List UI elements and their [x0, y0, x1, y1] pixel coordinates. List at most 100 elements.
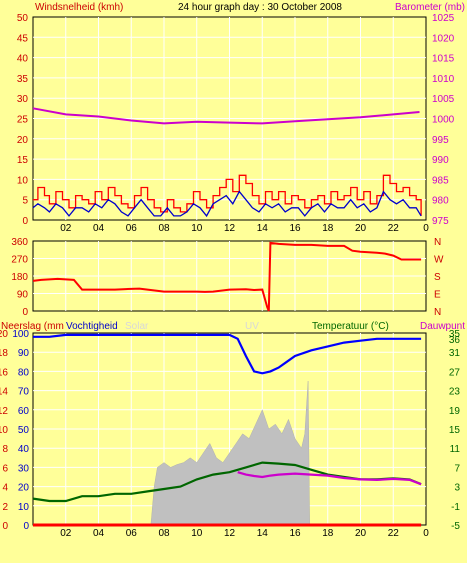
wind-y-tick-label: 30: [17, 94, 29, 105]
rain-y-tick-label: 4: [2, 483, 8, 494]
rain-y-tick-label: 14: [0, 387, 8, 398]
direction-y-tick-label: 270: [11, 255, 28, 266]
temperature-y-tick-label: 7: [454, 463, 460, 474]
direction-series: [32, 241, 422, 312]
barometer-y-tick-label: 1010: [432, 74, 455, 85]
compass-tick-label: E: [434, 290, 441, 301]
wind-y-ticks: 0 5 10 15 20 25 30 35 40 45 50: [17, 13, 29, 227]
temperature-y-tick-label: -1: [451, 502, 460, 513]
compass-tick-label: S: [434, 272, 441, 283]
x-tick-label: 22: [388, 223, 400, 234]
wind-x-ticks: 02 04 06 08 10 12 14 16 18 20 22 0: [60, 223, 429, 234]
temperature-x-ticks: 02 04 06 08 10 12 14 16 18 20 22 0: [60, 528, 429, 539]
rain-y-tick-label: 16: [0, 367, 8, 378]
solar-axis-label: Solar: [125, 321, 149, 332]
solar-area: [150, 380, 310, 526]
dewpoint-axis-label: Dauwpunt: [420, 321, 465, 332]
x-tick-label: 14: [257, 223, 269, 234]
x-tick-label: 08: [158, 528, 170, 539]
temperature-y-tick-label: 35: [449, 329, 461, 340]
direction-y-tick-label: 90: [17, 290, 29, 301]
temperature-y-tick-label: 11: [450, 444, 461, 455]
direction-y-tick-label: 180: [11, 272, 28, 283]
wind-axis-label: Windsnelheid (kmh): [35, 2, 123, 13]
humidity-y-tick-label: 10: [18, 502, 30, 513]
barometer-y-tick-label: 995: [432, 135, 449, 146]
x-tick-label: 14: [257, 528, 269, 539]
humidity-y-tick-label: 20: [18, 483, 30, 494]
barometer-axis-label: Barometer (mb): [395, 2, 465, 13]
x-tick-label: 10: [191, 223, 203, 234]
wind-y-tick-label: 0: [22, 216, 28, 227]
rain-y-tick-label: 18: [0, 348, 8, 359]
wind-y-tick-label: 25: [17, 115, 29, 126]
temperature-y-tick-label: 23: [449, 387, 461, 398]
temperature-y-tick-label: 3: [454, 483, 460, 494]
humidity-y-tick-label: 90: [18, 348, 30, 359]
humidity-line: [33, 333, 422, 375]
x-tick-label: 06: [126, 223, 138, 234]
rain-y-tick-label: 6: [2, 463, 8, 474]
rain-y-tick-label: 20: [0, 329, 8, 340]
rain-y-tick-label: 12: [0, 406, 8, 417]
wind-y-tick-label: 5: [22, 196, 28, 207]
x-tick-label: 20: [355, 528, 367, 539]
x-tick-label: 04: [93, 223, 105, 234]
x-tick-label: 16: [289, 528, 301, 539]
barometer-line: [32, 107, 420, 125]
barometer-y-tick-label: 990: [432, 155, 449, 166]
x-tick-label: 04: [93, 528, 105, 539]
rain-y-tick-label: 2: [2, 502, 8, 513]
direction-grid: [33, 241, 426, 311]
x-tick-label: 0: [423, 528, 429, 539]
wind-y-tick-label: 35: [17, 74, 29, 85]
temperature-y-tick-label: 19: [449, 406, 461, 417]
x-tick-label: 06: [126, 528, 138, 539]
x-tick-label: 16: [289, 223, 301, 234]
temperature-axis-label: Temperatuur (°C): [312, 321, 389, 332]
chart-title: 24 hour graph day : 30 October 2008: [178, 2, 342, 13]
barometer-y-tick-label: 1000: [432, 115, 455, 126]
x-tick-label: 22: [388, 528, 400, 539]
temperature-series: [32, 333, 422, 527]
wind-grid: [33, 17, 426, 220]
dewpoint-line: [237, 471, 422, 486]
x-tick-label: 12: [224, 223, 236, 234]
uv-axis-label: UV: [245, 321, 259, 332]
temperature-y-tick-label: 27: [449, 367, 461, 378]
barometer-y-ticks: 975 980 985 990 995 1000 1005 1010 1015 1020 1025: [432, 13, 455, 227]
barometer-y-tick-label: 975: [432, 216, 449, 227]
humidity-y-tick-label: 80: [18, 367, 30, 378]
barometer-y-tick-label: 1025: [432, 13, 455, 24]
direction-y-tick-label: 360: [11, 237, 28, 248]
wind-y-tick-label: 40: [17, 54, 29, 65]
temperature-right-top-tick: 36: [449, 335, 461, 346]
humidity-y-tick-label: 100: [12, 329, 29, 340]
humidity-y-tick-label: 50: [18, 425, 30, 436]
rain-y-tick-label: 10: [0, 425, 8, 436]
direction-y-tick-label: 0: [22, 307, 28, 318]
wind-speed-line: [32, 190, 422, 218]
x-tick-label: 02: [60, 223, 72, 234]
rain-y-tick-label: 8: [2, 444, 8, 455]
wind-direction-line: [32, 241, 422, 312]
wind-gust-line: [33, 174, 422, 216]
temperature-y-tick-label: -5: [451, 521, 460, 532]
barometer-y-tick-label: 980: [432, 196, 449, 207]
x-tick-label: 0: [423, 223, 429, 234]
barometer-y-tick-label: 1005: [432, 94, 455, 105]
barometer-y-tick-label: 985: [432, 175, 449, 186]
x-tick-label: 02: [60, 528, 72, 539]
wind-y-tick-label: 20: [17, 135, 29, 146]
humidity-y-tick-label: 0: [23, 521, 29, 532]
x-tick-label: 08: [158, 223, 170, 234]
compass-tick-label: N: [434, 307, 441, 318]
temperature-y-tick-label: 15: [449, 425, 461, 436]
rain-y-ticks: 0 2 4 6 8 10 12 14 16 18 20: [0, 329, 8, 532]
x-tick-label: 18: [322, 223, 334, 234]
wind-series: [32, 107, 422, 218]
humidity-axis-label: Vochtigheid: [66, 321, 118, 332]
